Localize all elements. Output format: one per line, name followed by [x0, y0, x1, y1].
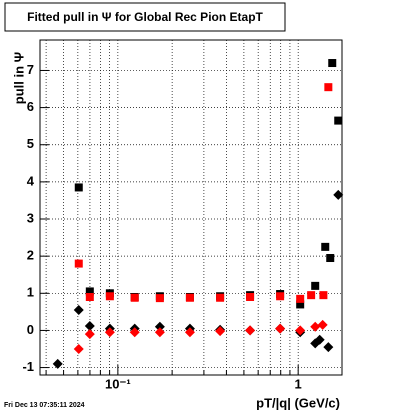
square-marker — [276, 292, 285, 301]
plot-frame — [39, 39, 343, 376]
square-marker — [105, 292, 114, 301]
y-tick-label: 6 — [27, 99, 34, 114]
x-axis-label: pT/|q| (GeV/c) — [256, 395, 340, 410]
square-marker — [246, 293, 255, 302]
square-marker — [334, 116, 343, 125]
diamond-marker — [314, 334, 325, 345]
chart-title: Fitted pull in Ψ for Global Rec Pion Eta… — [27, 10, 263, 24]
square-marker — [324, 83, 333, 92]
square-marker — [74, 183, 83, 192]
square-marker — [130, 293, 139, 302]
diamond-marker — [310, 321, 321, 332]
square-marker — [185, 293, 194, 302]
x-tick-label: 10⁻¹ — [105, 376, 131, 391]
y-tick-label: 3 — [27, 210, 34, 225]
diamond-marker — [323, 342, 334, 353]
x-tick-label: 1 — [295, 376, 302, 391]
y-tick-label: 5 — [27, 136, 34, 151]
diamond-marker — [245, 325, 256, 336]
y-tick-label: 2 — [27, 248, 34, 263]
diamond-marker — [52, 358, 63, 369]
diamond-marker — [215, 326, 226, 337]
square-marker — [85, 293, 94, 302]
diamond-marker — [184, 327, 195, 338]
diamond-marker — [295, 325, 306, 336]
square-marker — [328, 59, 337, 68]
square-marker — [326, 254, 335, 263]
square-marker — [85, 287, 94, 296]
square-marker — [321, 242, 330, 251]
y-tick-label: 7 — [27, 62, 34, 77]
diamond-marker — [333, 189, 344, 200]
diamond-marker — [73, 305, 84, 316]
y-tick-label: 0 — [27, 322, 34, 337]
square-marker — [216, 293, 225, 302]
square-marker — [319, 291, 328, 300]
diamond-marker — [84, 329, 95, 340]
square-marker — [296, 294, 305, 303]
diamond-marker — [154, 327, 165, 338]
y-tick-label: -1 — [22, 359, 34, 374]
diamond-marker — [154, 321, 165, 332]
footer: Fri Dec 13 07:35:11 2024 — [4, 402, 85, 409]
diamond-marker — [275, 323, 286, 334]
square-marker — [155, 294, 164, 303]
plot-area: 10⁻¹ 1 -1 0 1 2 3 4 5 6 7 — [22, 39, 344, 391]
y-tick-label: 1 — [27, 285, 34, 300]
title-box — [4, 2, 286, 32]
diamond-marker — [317, 319, 328, 330]
diamond-marker — [73, 344, 84, 355]
square-marker — [307, 291, 316, 300]
diamond-marker — [104, 327, 115, 338]
diamond-marker — [84, 320, 95, 331]
square-marker — [311, 281, 320, 290]
square-marker — [74, 259, 83, 268]
y-tick-label: 4 — [27, 173, 35, 188]
diamond-marker — [129, 327, 140, 338]
y-axis-label: pull in Ψ — [11, 52, 26, 104]
square-marker — [296, 300, 305, 309]
